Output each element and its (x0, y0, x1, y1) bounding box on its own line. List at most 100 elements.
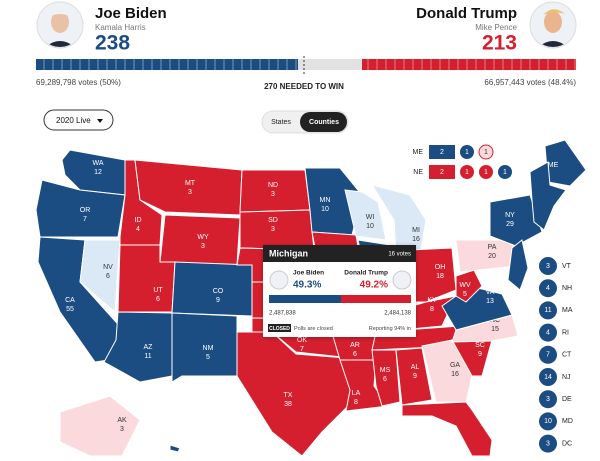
small-state-circle (539, 257, 557, 275)
state-abbr: NC (490, 317, 500, 324)
small-state-abbr: MD (562, 418, 573, 425)
state (401, 401, 493, 457)
district-circle (460, 165, 474, 179)
state (134, 159, 243, 216)
state-abbr: AZ (144, 344, 154, 351)
small-state-votes: 14 (544, 374, 552, 381)
district-votes: 2 (440, 169, 444, 176)
toggle-selected (300, 112, 347, 132)
state-votes: 16 (412, 236, 420, 243)
small-state-votes: 4 (546, 329, 550, 336)
state (344, 189, 387, 241)
reporting-text: Reporting 94% in (369, 326, 411, 332)
state-votes: 5 (463, 291, 467, 298)
small-state-abbr: DE (562, 396, 572, 403)
tooltip-pct: 49.2% (360, 280, 388, 291)
tooltip-pct: 49.3% (293, 280, 321, 291)
state (455, 239, 517, 273)
state (395, 347, 433, 406)
state-abbr: NY (505, 212, 515, 219)
small-state-circle (539, 368, 557, 386)
district-votes: 1 (465, 169, 469, 176)
district-circle (460, 145, 474, 159)
small-state-votes: 3 (546, 440, 550, 447)
status-label: CLOSED (269, 326, 290, 332)
small-state-circle (539, 412, 557, 431)
split-state-label: NE (413, 169, 423, 176)
state (421, 339, 473, 403)
state-votes: 8 (354, 399, 358, 406)
tooltip-bar-dem (269, 295, 341, 303)
small-state-abbr: MA (562, 307, 573, 314)
state-votes: 9 (413, 373, 417, 380)
state-votes: 15 (491, 326, 499, 333)
small-state-votes: 3 (546, 396, 550, 403)
small-state-abbr: CT (562, 352, 572, 359)
state-abbr: ID (135, 217, 142, 224)
state-abbr: ME (548, 162, 559, 169)
ev-bar-stripes (43, 59, 576, 70)
state-abbr: OR (80, 207, 91, 214)
toggle-option[interactable]: States (271, 119, 291, 126)
state-votes: 29 (506, 221, 514, 228)
candidate-name: Donald Trump (416, 5, 517, 22)
district-votes: 2 (440, 149, 444, 156)
state-votes: 12 (94, 169, 102, 176)
state-votes: 38 (284, 401, 292, 408)
state-abbr: UT (153, 287, 163, 294)
state (169, 444, 181, 453)
state-votes: 6 (383, 376, 387, 383)
small-state-circle (539, 301, 557, 320)
state-abbr: SD (268, 217, 278, 224)
state-abbr: AK (117, 417, 127, 424)
small-state-votes: 10 (544, 418, 552, 425)
district-circle (479, 165, 493, 179)
state-votes: 3 (201, 243, 205, 250)
state-votes: 3 (271, 191, 275, 198)
district-votes: 1 (465, 149, 469, 156)
tooltip-candidate: Joe Biden (293, 270, 324, 277)
state-votes: 7 (300, 346, 304, 353)
tooltip-count: 2,484,138 (384, 311, 411, 317)
candidate-name: Joe Biden (95, 5, 167, 22)
ev-bar-track (36, 59, 576, 70)
state-votes: 3 (271, 226, 275, 233)
district-circle (498, 165, 512, 179)
trump-portrait (535, 9, 571, 47)
state-abbr: CO (213, 288, 224, 295)
small-state-circle (539, 323, 557, 342)
state-abbr: MT (185, 180, 196, 187)
running-mate: Kamala Harris (95, 23, 146, 32)
state-votes: 7 (83, 216, 87, 223)
state-abbr: TX (284, 392, 293, 399)
tooltip-photo (269, 270, 289, 290)
toggle-option[interactable]: Counties (309, 119, 339, 126)
popular-votes: 69,289,798 votes (50%) (36, 78, 121, 87)
split-states: ME 2 1 1 NE 2 1 1 1 (413, 144, 512, 179)
electoral-votes: 238 (95, 32, 130, 55)
state-abbr: PA (488, 244, 497, 251)
state-abbr: GA (450, 362, 460, 369)
state (171, 312, 238, 383)
state-votes: 10 (321, 206, 329, 213)
ev-bar-dem (36, 59, 298, 70)
small-state-circle (539, 279, 557, 298)
state-votes: 10 (366, 223, 374, 230)
small-state-abbr: RI (562, 329, 569, 336)
tooltip: Michigan 16 votes Joe Biden 49.3% Donald… (263, 245, 416, 337)
state-abbr: VA (486, 289, 495, 296)
small-states: 3 VT 4 NH 11 MA 4 RI 7 CT 14 NJ 3 DE 10 MD 3 DC (539, 257, 573, 453)
state (489, 194, 543, 247)
state-abbr: CA (65, 297, 75, 304)
state-abbr: LA (352, 390, 361, 397)
dropdown[interactable] (43, 109, 114, 131)
state-votes: 16 (451, 371, 459, 378)
dropdown-label[interactable]: 2020 Live (56, 116, 91, 125)
state (371, 349, 401, 407)
electoral-votes: 213 (482, 32, 517, 55)
small-state-votes: 11 (544, 307, 551, 314)
state-abbr: FL (481, 412, 489, 419)
status-badge (268, 324, 291, 332)
small-state-abbr: DC (562, 440, 572, 447)
state-abbr: ND (268, 182, 278, 189)
